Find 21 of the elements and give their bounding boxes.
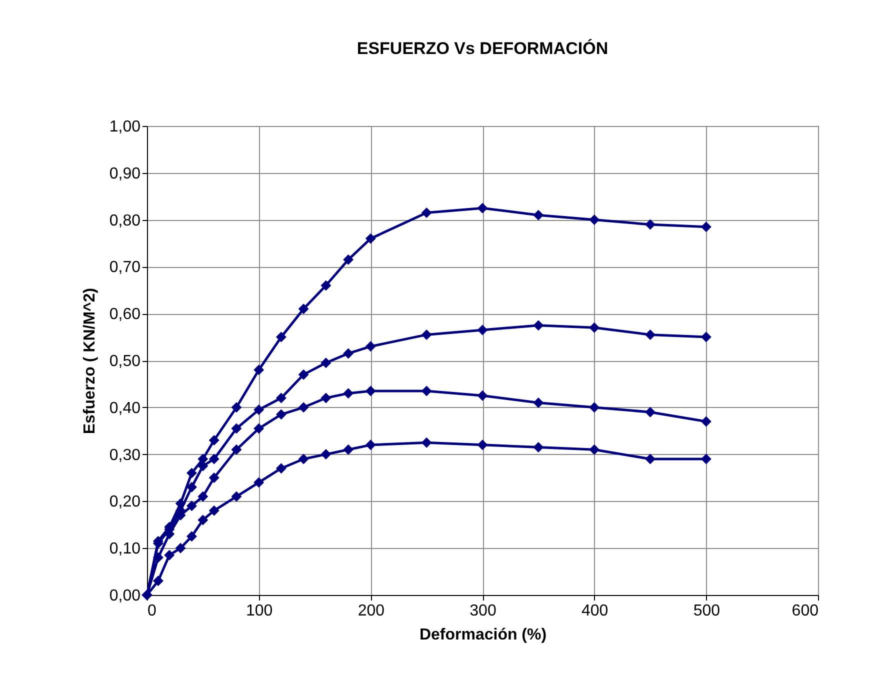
x-axis-title: Deformación (%) [419,626,547,644]
y-tick-label: 0,70 [109,259,141,276]
y-tick-label: 0,90 [109,165,141,182]
y-tick-label: 0,40 [109,400,141,417]
x-tick-label: 200 [358,602,385,620]
x-tick-label: 500 [693,602,720,620]
y-tick-label: 1,00 [109,118,141,136]
x-tick-label: 100 [246,602,273,620]
x-tick-label: 400 [581,602,608,620]
chart-title: ESFUERZO Vs DEFORMACIÓN [356,38,608,58]
x-tick-label: 300 [470,602,496,620]
y-tick-label: 0,30 [109,446,141,464]
x-tick-label: 600 [792,602,819,620]
y-tick-label: 0,10 [109,540,141,558]
y-tick-label: 0,80 [109,212,141,230]
y-tick-label: 0,20 [109,494,141,511]
y-tick-label: 0,00 [109,588,141,604]
x-tick-label: 0 [148,602,156,620]
y-tick-label: 0,60 [109,306,141,324]
y-axis-title: Esfuerzo ( KN/M^2) [81,288,98,434]
y-tick-label: 0,50 [109,353,141,370]
